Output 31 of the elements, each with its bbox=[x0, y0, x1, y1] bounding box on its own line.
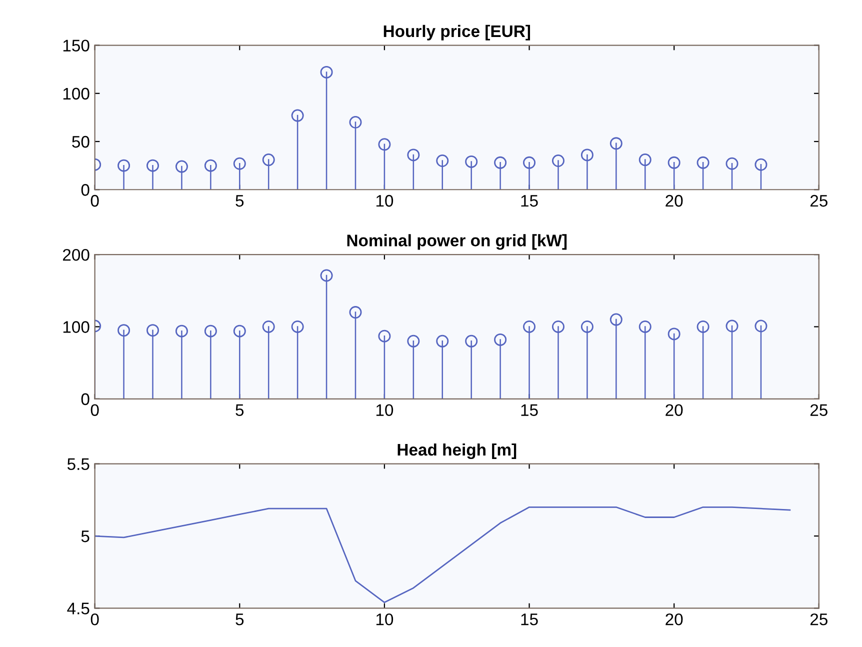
y-tick-label: 100 bbox=[63, 321, 90, 333]
x-tick-label: 10 bbox=[376, 613, 394, 626]
x-tick-label: 25 bbox=[810, 194, 828, 207]
y-tick-label: 50 bbox=[72, 136, 90, 148]
y-tick-label: 200 bbox=[62, 248, 90, 261]
y-tick-label: 100 bbox=[63, 88, 90, 100]
x-tick-label: 15 bbox=[521, 614, 538, 626]
x-tick-label: 15 bbox=[521, 404, 538, 416]
x-tick-label: 10 bbox=[376, 194, 394, 207]
y-tick-label: 0 bbox=[81, 184, 90, 196]
x-tick-label: 20 bbox=[666, 613, 683, 626]
x-tick-label: 20 bbox=[666, 404, 683, 416]
y-tick-label: 5 bbox=[81, 530, 90, 542]
chart-title: Hourly price [EUR] bbox=[384, 24, 530, 40]
y-tick-label: 4.5 bbox=[67, 602, 90, 614]
x-tick-label: 0 bbox=[90, 194, 99, 207]
x-tick-label: 25 bbox=[810, 404, 828, 416]
x-tick-label: 0 bbox=[90, 404, 99, 416]
x-tick-label: 20 bbox=[666, 194, 683, 207]
x-tick-label: 15 bbox=[521, 195, 538, 207]
y-tick-label: 150 bbox=[63, 40, 90, 52]
chart-title: Head heigh [m] bbox=[398, 443, 516, 460]
x-tick-label: 25 bbox=[810, 613, 828, 626]
x-tick-label: 10 bbox=[376, 404, 394, 416]
x-tick-label: 0 bbox=[90, 613, 99, 626]
x-tick-label: 5 bbox=[236, 614, 244, 626]
x-tick-label: 5 bbox=[236, 195, 244, 207]
chart-title: Nominal power on grid [kW] bbox=[347, 234, 567, 250]
x-tick-label: 5 bbox=[236, 404, 244, 416]
y-tick-label: 0 bbox=[81, 393, 90, 406]
y-tick-label: 5.5 bbox=[67, 458, 90, 470]
